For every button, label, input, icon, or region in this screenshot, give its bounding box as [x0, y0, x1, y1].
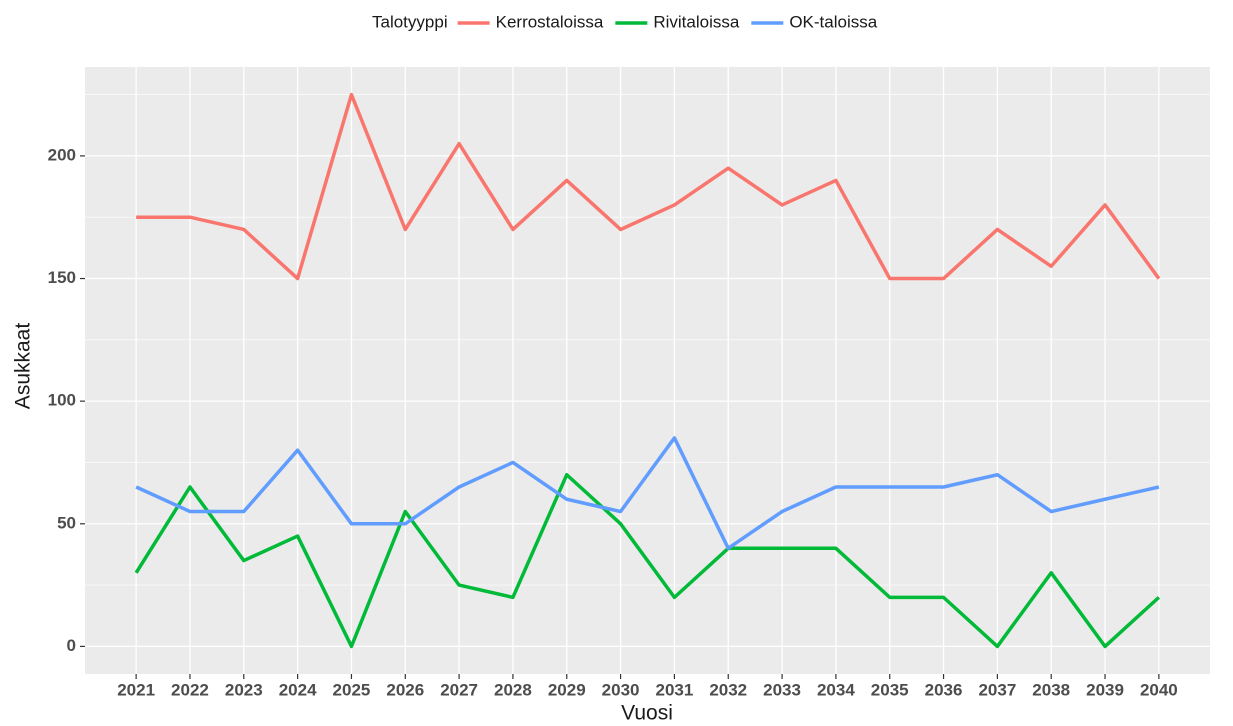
x-tick-label: 2037: [978, 680, 1016, 699]
y-tick-label: 150: [48, 268, 76, 287]
x-tick-label: 2036: [925, 680, 963, 699]
x-tick-label: 2030: [602, 680, 640, 699]
legend-title: Talotyyppi: [372, 12, 448, 31]
line-series: [134, 472, 1161, 649]
x-tick-label: 2029: [548, 680, 586, 699]
x-tick-label: 2024: [279, 680, 317, 699]
x-tick-label: 2031: [655, 680, 693, 699]
y-tick-label: 100: [48, 391, 76, 410]
y-tick-label: 200: [48, 145, 76, 164]
line-series: [136, 92, 1161, 281]
x-tick-label: 2021: [117, 680, 155, 699]
legend: Talotyyppi Kerrostaloissa Rivitaloissa OK-…: [372, 12, 878, 31]
legend-label: Rivitaloissa: [653, 12, 740, 31]
x-tick-label: 2025: [333, 680, 371, 699]
x-tick-label: 2039: [1086, 680, 1124, 699]
x-tick-label: 2040: [1140, 680, 1178, 699]
x-tick-label: 2023: [225, 680, 263, 699]
x-tick-label: 2027: [440, 680, 478, 699]
x-tick-label: 2026: [386, 680, 424, 699]
line-series: [135, 436, 1160, 551]
x-tick-label: 2032: [709, 680, 747, 699]
legend-label: Kerrostaloissa: [496, 12, 604, 31]
x-tick-label: 2034: [817, 680, 855, 699]
x-tick-label: 2028: [494, 680, 532, 699]
x-tick-label: 2022: [171, 680, 209, 699]
plot-panel: [85, 67, 1210, 674]
x-tick-label: 2033: [763, 680, 801, 699]
y-axis-title: Asukkaat: [12, 323, 35, 410]
x-tick-label: 2038: [1032, 680, 1070, 699]
y-tick-label: 50: [57, 513, 76, 532]
y-tick-label: 0: [67, 636, 76, 655]
x-axis-title: Vuosi: [621, 702, 673, 725]
legend-label: OK-taloissa: [789, 12, 877, 31]
x-tick-label: 2035: [871, 680, 909, 699]
